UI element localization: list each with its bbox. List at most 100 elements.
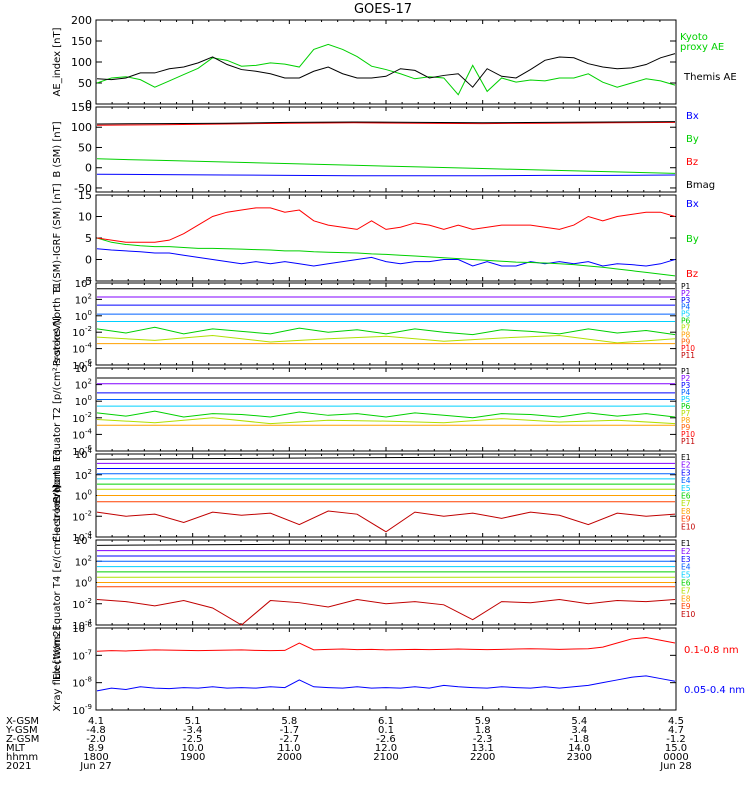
series-line <box>96 456 675 460</box>
legend-label: E1 <box>681 539 691 548</box>
y-axis-label: Electrons Equator T4 [e/(cm²-s-sr-keV)] <box>52 485 63 680</box>
y-tick-label: 102 <box>75 378 92 392</box>
footer-cell: -2.7 <box>280 734 300 745</box>
chart-title: GOES-17 <box>354 2 412 17</box>
series-line <box>96 237 676 277</box>
y-tick-label: 0 <box>85 162 92 175</box>
series-line <box>96 43 676 96</box>
legend-label: E5 <box>681 484 691 493</box>
legend-label: Themis AE <box>683 72 737 83</box>
legend-label: E10 <box>681 610 696 619</box>
legend-label: P5 <box>681 310 691 319</box>
legend-label: Bx <box>686 111 699 122</box>
y-tick-label: 150 <box>71 101 92 114</box>
footer-row-label: hhmm <box>6 752 38 763</box>
y-tick-label: 104 <box>75 361 93 375</box>
y-axis-label: Electrons North T3 <box>52 449 63 542</box>
footer-cell: 4.7 <box>668 725 684 736</box>
legend-label: P4 <box>681 303 691 312</box>
footer-cell: 14.0 <box>568 743 590 754</box>
series-line <box>96 598 676 626</box>
y-tick-label: 10-8 <box>72 676 92 690</box>
legend-label: E6 <box>681 492 691 501</box>
y-tick-label: 100 <box>75 576 92 590</box>
footer-cell: 0000 <box>663 752 688 763</box>
footer-cell: 4.5 <box>668 716 684 727</box>
footer-cell: 1900 <box>180 752 205 763</box>
legend-label: P2 <box>681 374 691 383</box>
series-line <box>96 53 676 88</box>
y-tick-label: 10-9 <box>72 703 92 717</box>
panel-frame <box>95 194 677 282</box>
footer-row-label: 2021 <box>6 761 31 772</box>
legend-label: E10 <box>681 522 696 531</box>
footer-cell: 5.9 <box>475 716 491 727</box>
footer-row-label: Z-GSM <box>6 734 39 745</box>
panel-frame <box>95 282 677 366</box>
footer-row-label: MLT <box>6 743 26 754</box>
legend-label: Bmag <box>686 180 715 191</box>
panel-frame <box>95 19 677 105</box>
legend-label: E9 <box>681 602 691 611</box>
legend-label: E3 <box>681 555 691 564</box>
series-line <box>96 334 676 344</box>
footer-cell: -1.2 <box>666 734 686 745</box>
legend-label: P8 <box>681 330 691 339</box>
footer-cell: 2200 <box>470 752 495 763</box>
y-tick-label: 100 <box>75 394 92 408</box>
legend-label: P9 <box>681 423 691 432</box>
footer-cell: Jun 27 <box>79 761 112 772</box>
footer-cell: 15.0 <box>665 743 687 754</box>
y-tick-label: 102 <box>75 292 92 306</box>
legend-label: P10 <box>681 344 695 353</box>
legend-label: E1 <box>681 453 691 462</box>
footer-cell: 2100 <box>373 752 398 763</box>
y-tick-label: 104 <box>75 447 93 461</box>
footer-cell: -4.8 <box>86 725 106 736</box>
legend-label: By <box>686 234 699 245</box>
y-axis-label: B (SM)-IGRF (SM) [nT] <box>52 183 63 292</box>
footer-cell: 6.1 <box>378 716 394 727</box>
panel-frame <box>95 627 677 711</box>
footer-cell: 5.1 <box>185 716 201 727</box>
series-line <box>96 173 676 177</box>
y-tick-label: 0 <box>85 98 92 111</box>
y-tick-label: 200 <box>71 14 92 27</box>
y-tick-label: 10-4 <box>72 342 92 356</box>
legend-label: E8 <box>681 507 691 516</box>
y-tick-label: 100 <box>75 489 92 503</box>
legend-label: E8 <box>681 594 691 603</box>
legend-label: E2 <box>681 461 691 470</box>
legend-label: Bx <box>686 199 699 210</box>
legend-label: P4 <box>681 388 691 397</box>
legend-label: E2 <box>681 547 691 556</box>
legend-label: Bz <box>686 157 698 168</box>
y-tick-label: 10-7 <box>72 648 92 662</box>
legend-label: P9 <box>681 337 691 346</box>
footer-cell: 8.9 <box>88 743 104 754</box>
y-tick-label: 0 <box>85 254 92 267</box>
y-tick-label: 10-6 <box>72 621 92 635</box>
series-line <box>96 207 676 243</box>
y-tick-label: 10-4 <box>72 427 92 441</box>
footer-cell: 11.0 <box>278 743 300 754</box>
legend-label: 0.05-0.4 nm <box>684 685 745 696</box>
footer-cell: -2.5 <box>183 734 203 745</box>
y-tick-label: 10 <box>78 211 92 224</box>
panel-frame <box>95 106 677 193</box>
series-line <box>96 510 676 533</box>
footer-cell: -1.7 <box>280 725 300 736</box>
legend-label: E4 <box>681 563 691 572</box>
panel-xray: 10-9 10-8 10-7 10-6 Xray flux [W/m2] 0.1-0.8 … <box>52 621 745 717</box>
footer-row-label: Y-GSM <box>5 725 38 736</box>
footer-cell: 2000 <box>277 752 302 763</box>
y-tick-label: 15 <box>78 189 92 202</box>
y-tick-label: 150 <box>71 35 92 48</box>
legend-label: P5 <box>681 395 691 404</box>
y-tick-label: 50 <box>78 141 92 154</box>
legend-label: E6 <box>681 579 691 588</box>
footer-cell: 3.4 <box>571 725 587 736</box>
